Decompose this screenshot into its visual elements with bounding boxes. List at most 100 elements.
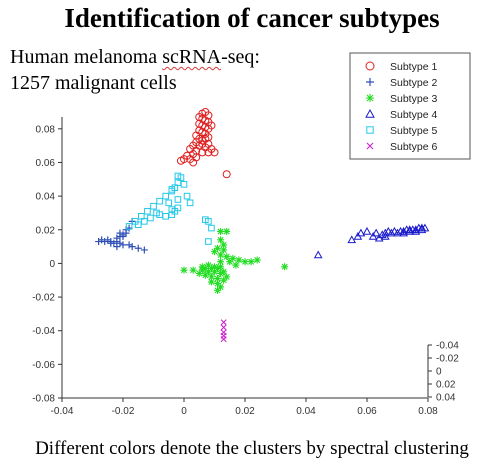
y-tick-label: -0.04 [32, 326, 55, 337]
data-point [119, 241, 127, 249]
z-tick-label: 0.02 [436, 380, 456, 391]
subtitle-pre: Human melanoma [10, 46, 163, 68]
data-point [95, 238, 103, 246]
legend-marker [366, 78, 374, 86]
data-point [186, 199, 194, 207]
y-tick-label: 0 [49, 259, 55, 270]
legend: Subtype 1 Subtype 2 Subtype 3 Subtype 4 Subt… [349, 52, 471, 160]
legend-label: Subtype 4 [390, 109, 437, 121]
data-point [204, 148, 213, 157]
data-point [220, 268, 228, 276]
data-point [147, 214, 154, 222]
x-tick-label: -0.04 [51, 406, 74, 417]
subtitle-post: -seq: [221, 46, 260, 68]
data-point [229, 254, 237, 262]
data-point [201, 264, 209, 272]
data-point [125, 223, 133, 230]
data-point [211, 263, 218, 271]
legend-marker [366, 94, 374, 102]
data-point [140, 246, 148, 254]
data-point [223, 273, 231, 281]
data-point [183, 192, 191, 200]
z-tick-label: -0.04 [436, 341, 459, 352]
data-point [253, 256, 261, 264]
data-point [162, 213, 169, 220]
x-tick-label: 0.08 [418, 406, 438, 417]
data-point [98, 236, 106, 244]
data-point [313, 250, 323, 259]
data-point [223, 227, 231, 235]
data-point [411, 226, 421, 235]
data-point [226, 258, 234, 266]
x-tick-label: 0.06 [357, 406, 377, 417]
data-point [362, 226, 372, 235]
subtitle-squiggle-word: scRNA [162, 46, 222, 68]
data-point [125, 241, 133, 249]
legend-marker [366, 126, 374, 134]
series-subtype-1 [176, 108, 231, 179]
series-subtype-3 [180, 227, 289, 294]
data-point [217, 258, 225, 266]
data-point [119, 232, 127, 240]
legend-box [349, 52, 471, 160]
legend-label: Subtype 6 [390, 141, 437, 153]
z-tick-label: 0.04 [436, 393, 456, 404]
data-point [195, 270, 203, 278]
data-point [405, 226, 415, 235]
data-point [214, 244, 222, 252]
data-point [189, 158, 198, 167]
legend-marker [366, 142, 374, 150]
data-point [220, 319, 227, 326]
data-point [144, 207, 151, 215]
data-point [220, 246, 228, 254]
data-point [198, 263, 206, 271]
data-point [150, 202, 157, 210]
legend-label: Subtype 1 [390, 61, 437, 73]
data-point [374, 233, 384, 242]
series-subtype-5 [125, 172, 215, 245]
data-point [217, 283, 225, 291]
data-point [371, 228, 381, 237]
data-point [380, 231, 390, 240]
data-point [168, 206, 176, 213]
y-tick-label: 0.06 [36, 158, 56, 169]
data-point [214, 280, 222, 288]
data-point [217, 263, 225, 271]
data-point [189, 266, 197, 274]
series-subtype-6 [220, 319, 227, 343]
data-point [217, 236, 225, 244]
data-point [356, 228, 366, 237]
data-point [217, 251, 225, 259]
data-point [205, 238, 212, 245]
data-point [217, 227, 225, 235]
x-tick-label: 0.04 [296, 406, 316, 417]
data-point [104, 236, 112, 244]
data-point [156, 197, 163, 205]
data-point [113, 234, 121, 242]
data-point [241, 258, 249, 266]
data-point [223, 253, 231, 261]
y-tick-label: 0.08 [36, 124, 56, 135]
x-tick-label: 0.02 [235, 406, 255, 417]
data-point [174, 172, 182, 180]
data-point [162, 192, 169, 200]
data-point [220, 241, 228, 249]
subtitle-line-2: 1257 malignant cells [10, 72, 177, 94]
data-point [180, 181, 188, 188]
data-point [347, 235, 357, 244]
z-tick-label: -0.02 [436, 354, 459, 365]
data-point [220, 336, 227, 343]
slide-caption: Different colors denote the clusters by … [35, 438, 469, 459]
data-point [232, 261, 240, 269]
data-point [208, 224, 215, 232]
data-point [387, 228, 396, 237]
data-point [217, 270, 225, 278]
data-point [207, 273, 215, 281]
subtitle-line-1: Human melanoma scRNA-seq: [10, 46, 260, 69]
series-subtype-4 [313, 223, 430, 259]
data-point [211, 248, 218, 256]
data-point [411, 225, 421, 234]
data-point [247, 258, 255, 266]
data-point [210, 148, 219, 157]
